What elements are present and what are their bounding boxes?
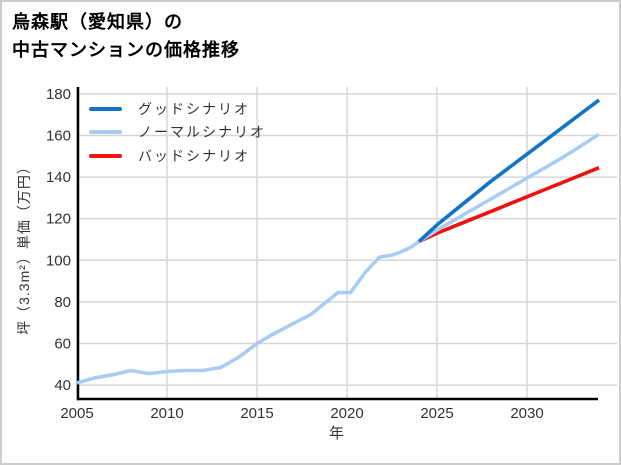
normal-scenario-line-swatch (89, 130, 122, 135)
series-line-グッドシナリオ (417, 98, 601, 243)
y-tick-label: 180 (46, 86, 71, 103)
y-tick-label: 80 (54, 294, 71, 311)
chart-title-line1: 烏森駅（愛知県）の (12, 12, 183, 32)
series-line-バッドシナリオ (418, 166, 600, 244)
y-axis-title: 坪（3.3m²）単価（万円） (16, 159, 32, 335)
y-tick-label: 140 (46, 169, 71, 186)
x-tick-label: 2015 (240, 405, 273, 422)
x-tick-label: 2030 (510, 405, 543, 422)
chart-title-line2: 中古マンションの価格推移 (12, 40, 240, 60)
series-line-price-history (76, 240, 421, 385)
good-scenario-line-swatch (89, 106, 122, 111)
legend-item-bad-scenario: バッドシナリオ (89, 144, 266, 168)
legend-label-good-scenario: グッドシナリオ (138, 100, 250, 117)
x-tick-label: 2010 (150, 405, 183, 422)
y-tick-label: 160 (46, 127, 71, 144)
chart-legend: グッドシナリオ ノーマルシナリオ バッドシナリオ (89, 97, 266, 168)
x-tick-label: 2025 (420, 405, 453, 422)
series-line-ノーマルシナリオ (418, 132, 600, 244)
x-tick-label: 2020 (330, 405, 363, 422)
bad-scenario-line-swatch (89, 153, 122, 158)
y-tick-label: 60 (54, 335, 71, 352)
y-tick-label: 100 (46, 252, 71, 269)
legend-item-good-scenario: グッドシナリオ (89, 97, 266, 121)
legend-label-bad-scenario: バッドシナリオ (138, 147, 250, 164)
chart-title: 烏森駅（愛知県）の 中古マンションの価格推移 (12, 8, 240, 64)
x-axis-title: 年 (328, 425, 346, 442)
y-tick-label: 40 (54, 377, 71, 394)
legend-item-normal-scenario: ノーマルシナリオ (89, 121, 266, 145)
y-tick-label: 120 (46, 211, 71, 228)
legend-label-normal-scenario: ノーマルシナリオ (138, 124, 266, 141)
x-tick-label: 2005 (60, 405, 93, 422)
